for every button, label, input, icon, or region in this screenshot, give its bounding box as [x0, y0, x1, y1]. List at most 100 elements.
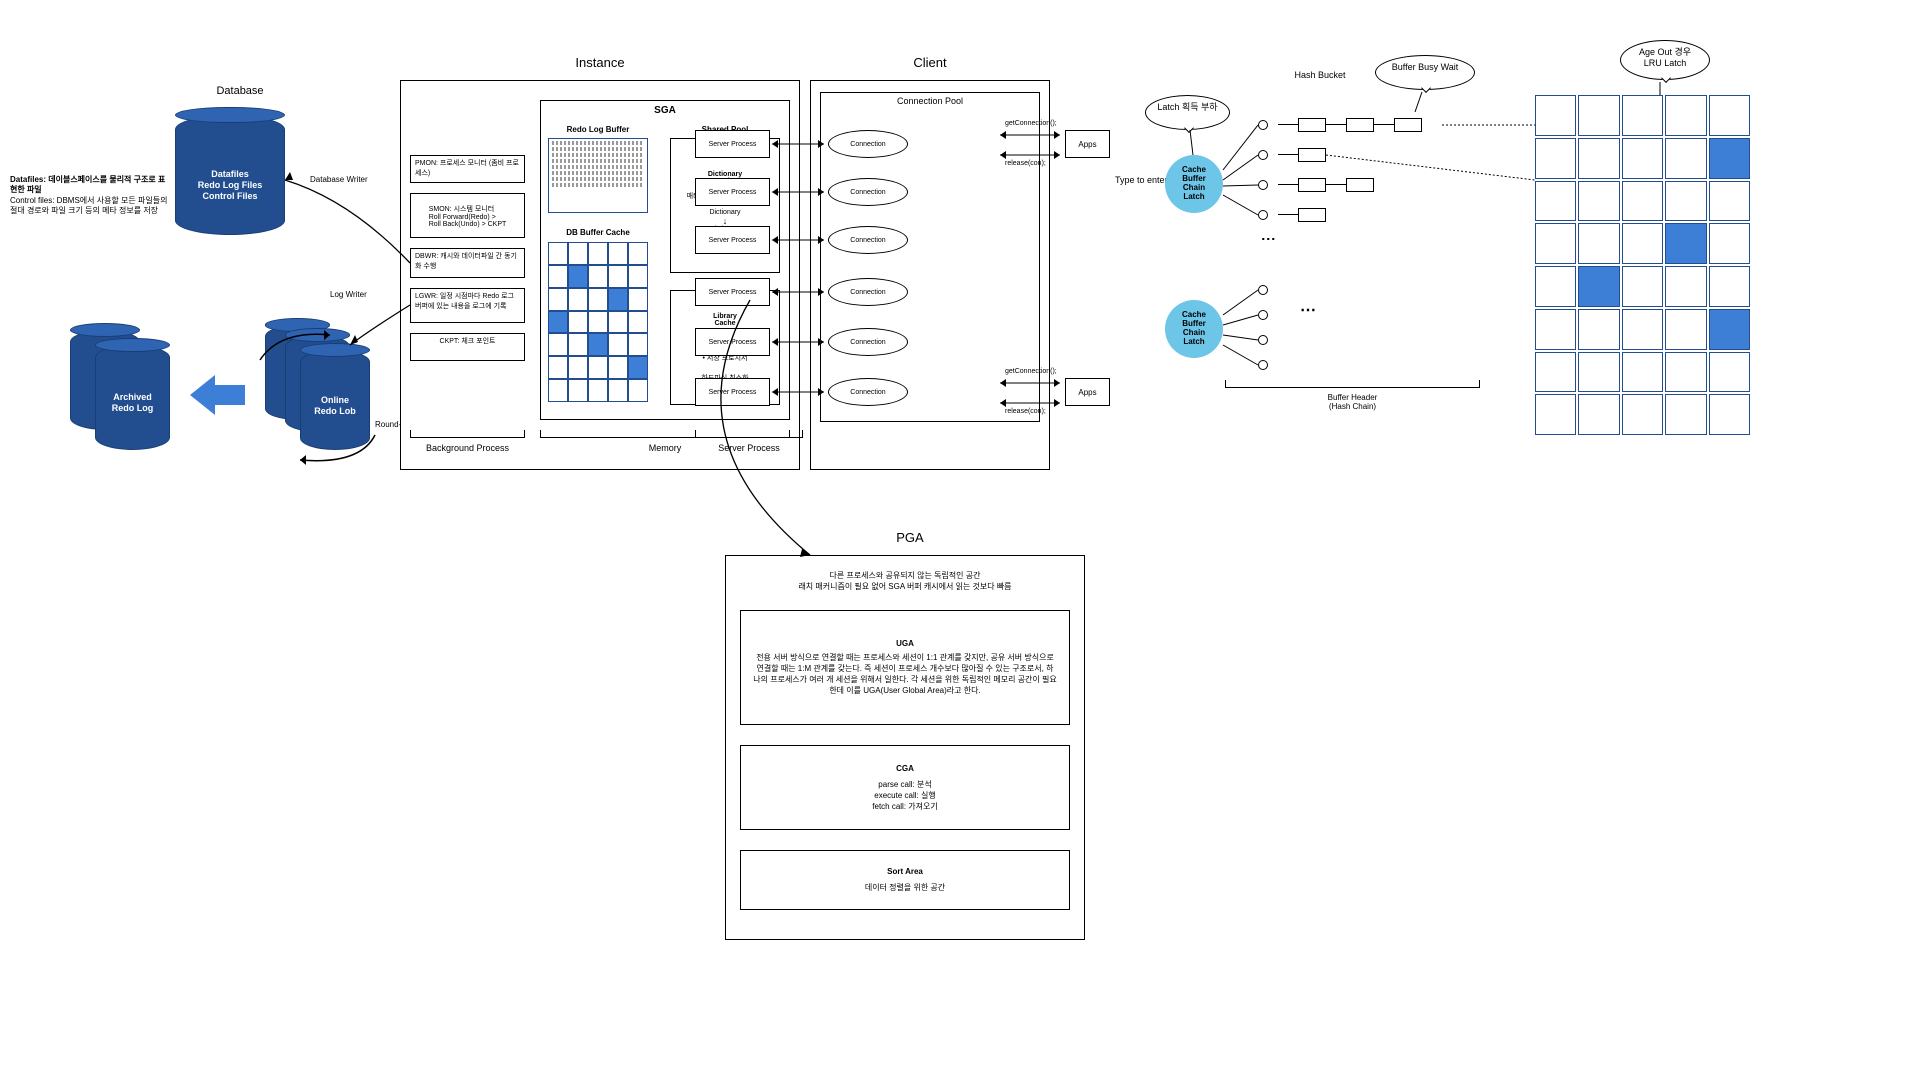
release-2: release(con); — [1005, 408, 1046, 415]
datafiles-desc: Datafiles: 데이블스페이스를 물리적 구조로 표현한 파일 Contr… — [10, 175, 170, 217]
buffer-grid-cell — [1622, 266, 1663, 307]
buffer-cell — [608, 356, 628, 379]
buffer-cell — [588, 242, 608, 265]
buffer-cell — [608, 333, 628, 356]
buffer-cell — [568, 379, 588, 402]
buffer-cell — [628, 311, 648, 334]
buffer-cell — [608, 379, 628, 402]
hash-bucket-circle — [1258, 360, 1268, 370]
chain-box — [1298, 178, 1326, 192]
buffer-cell — [588, 333, 608, 356]
buffer-grid-cell — [1622, 223, 1663, 264]
buffer-grid-cell — [1578, 223, 1619, 264]
latch-callout: Latch 획득 부하 — [1145, 95, 1230, 130]
buffer-grid-cell — [1622, 309, 1663, 350]
database-writer-label: Database Writer — [310, 175, 368, 184]
buffer-grid-cell — [1665, 352, 1706, 393]
chain-box — [1346, 118, 1374, 132]
buffer-cell — [608, 288, 628, 311]
buffer-grid-cell — [1535, 138, 1576, 179]
server-proc-label: Server Process — [695, 443, 803, 453]
smon-box: SMON: 시스템 모니터 Roll Forward(Redo) > Roll … — [410, 193, 525, 238]
cga-box: CGA parse call: 분석 execute call: 실행 fetc… — [740, 745, 1070, 830]
server-process-box: Server Process — [695, 278, 770, 306]
buffer-grid-cell — [1709, 95, 1750, 136]
bg-process-label: Background Process — [410, 443, 525, 453]
ckpt-box: CKPT: 체크 포인트 — [410, 333, 525, 361]
buffer-cell — [588, 265, 608, 288]
chain-box — [1298, 208, 1326, 222]
buffer-grid-cell — [1535, 95, 1576, 136]
sort-box: Sort Area 데이터 정렬을 위한 공간 — [740, 850, 1070, 910]
buffer-grid-cell — [1709, 181, 1750, 222]
database-cylinder: Datafiles Redo Log Files Control Files — [175, 115, 285, 235]
buffer-grid-cell — [1665, 223, 1706, 264]
buffer-grid-cell — [1578, 352, 1619, 393]
hash-bucket-circle — [1258, 120, 1268, 130]
sga-title: SGA — [540, 105, 790, 116]
buffer-grid-cell — [1665, 309, 1706, 350]
buffer-cell — [608, 242, 628, 265]
buffer-grid-cell — [1578, 394, 1619, 435]
buffer-cell — [568, 311, 588, 334]
apps-box-2: Apps — [1065, 378, 1110, 406]
hash-bucket-circle — [1258, 335, 1268, 345]
server-process-box: Server Process — [695, 178, 770, 206]
buffer-cell — [608, 311, 628, 334]
apps-box-1: Apps — [1065, 130, 1110, 158]
buffer-cell — [548, 288, 568, 311]
hash-bucket-circle — [1258, 310, 1268, 320]
server-process-box: Server Process — [695, 226, 770, 254]
buffer-cell — [588, 311, 608, 334]
arrow-left — [190, 370, 250, 423]
buffer-cell — [548, 311, 568, 334]
buffer-grid-cell — [1622, 138, 1663, 179]
buffer-cell — [568, 333, 588, 356]
hash-bucket-circle — [1258, 150, 1268, 160]
pga-desc: 다른 프로세스와 공유되지 않는 독립적인 공간 래치 매커니즘이 필요 없어 … — [735, 570, 1075, 592]
log-writer-label: Log Writer — [330, 290, 367, 299]
buffer-grid-cell — [1578, 95, 1619, 136]
buffer-grid-cell — [1622, 95, 1663, 136]
buffer-header-brace — [1225, 380, 1480, 388]
hash-bucket-circle — [1258, 180, 1268, 190]
get-conn-2: getConnection(); — [1005, 368, 1057, 375]
lgwr-box: LGWR: 일정 시점마다 Redo 로그 버퍼에 있는 내용을 로그에 기록 — [410, 288, 525, 323]
buffer-cell — [568, 288, 588, 311]
age-out-callout: Age Out 경우 LRU Latch — [1620, 40, 1710, 80]
buffer-grid-cell — [1622, 352, 1663, 393]
redo-log-buffer — [548, 138, 648, 213]
buffer-grid-cell — [1578, 309, 1619, 350]
connection-ellipse: Connection — [828, 130, 908, 158]
buffer-grid-cell — [1665, 95, 1706, 136]
buffer-grid-cell — [1622, 181, 1663, 222]
buffer-grid-cell — [1535, 223, 1576, 264]
buffer-cell — [628, 265, 648, 288]
buffer-grid-cell — [1535, 394, 1576, 435]
buffer-grid-cell — [1709, 352, 1750, 393]
buffer-cell — [568, 356, 588, 379]
connection-ellipse: Connection — [828, 226, 908, 254]
client-title: Client — [890, 55, 970, 70]
database-title: Database — [200, 85, 280, 97]
buffer-grid-cell — [1535, 266, 1576, 307]
buffer-cell — [628, 356, 648, 379]
instance-title: Instance — [560, 55, 640, 70]
buffer-grid-cell — [1665, 394, 1706, 435]
buffer-grid-cell — [1709, 309, 1750, 350]
release-1: release(con); — [1005, 160, 1046, 167]
latch-circle-1: Cache Buffer Chain Latch — [1165, 155, 1223, 213]
archived-cyl: Archived Redo Log — [95, 345, 170, 450]
buffer-grid-cell — [1709, 223, 1750, 264]
chain-box — [1298, 148, 1326, 162]
chain-box — [1346, 178, 1374, 192]
conn-pool-label: Connection Pool — [820, 96, 1040, 106]
buffer-grid-cell — [1535, 352, 1576, 393]
buffer-grid-cell — [1665, 138, 1706, 179]
buffer-grid-cell — [1578, 266, 1619, 307]
buffer-grid-cell — [1665, 266, 1706, 307]
server-process-box: Server Process — [695, 378, 770, 406]
server-process-box: Server Process — [695, 328, 770, 356]
buffer-cell — [628, 288, 648, 311]
buffer-cell — [628, 242, 648, 265]
